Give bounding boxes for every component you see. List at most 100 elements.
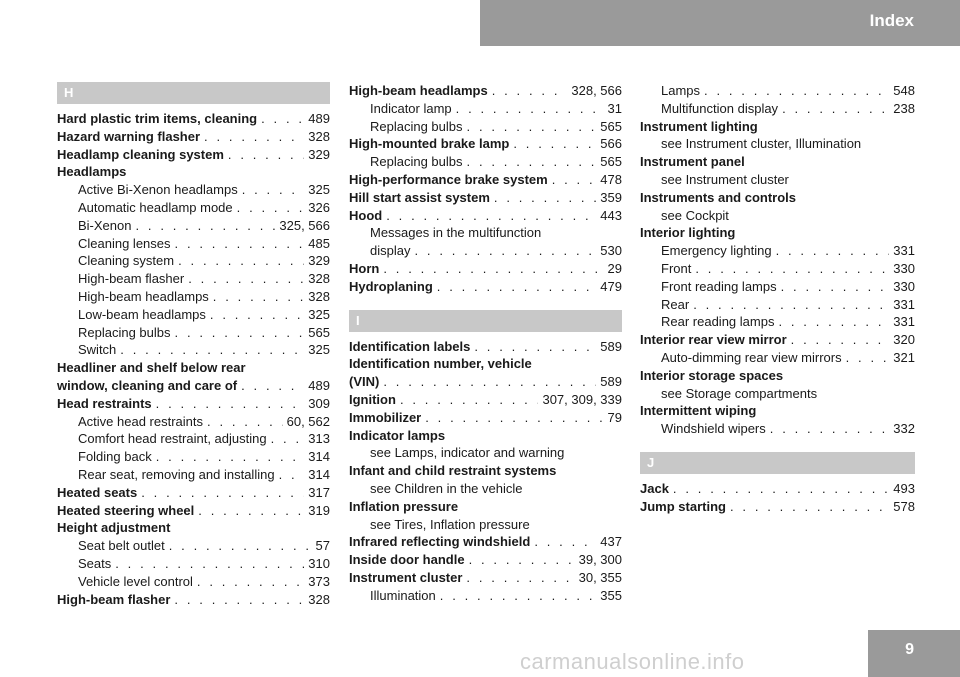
entry-term: Bi-Xenon (78, 217, 132, 233)
index-subentry: Emergency lighting 331 (640, 242, 915, 260)
index-entry: Heated seats 317 (57, 484, 330, 502)
leader-dots (241, 377, 304, 395)
entry-pages: 530 (600, 243, 622, 259)
entry-term: window, cleaning and care of (57, 377, 238, 393)
entry-pages: 314 (308, 449, 330, 465)
entry-term: Ignition (349, 391, 396, 407)
entry-term: Instrument cluster (349, 569, 463, 585)
index-subentry: Active head restraints 60, 562 (57, 413, 330, 431)
entry-pages: 31 (607, 100, 622, 116)
leader-dots (474, 338, 596, 356)
leader-dots (673, 480, 889, 498)
index-subentry: see Storage compartments (640, 385, 915, 403)
entry-term: Indicator lamps (349, 427, 446, 443)
entry-term: Jack (640, 480, 669, 496)
entry-pages: 478 (600, 171, 622, 187)
index-subentry: Vehicle level control 373 (57, 573, 330, 591)
entry-pages: 309 (308, 395, 330, 411)
entry-term: Interior rear view mirror (640, 332, 787, 348)
entry-term: Emergency lighting (661, 243, 772, 259)
entry-pages: 331 (893, 296, 915, 312)
section-header: H (57, 82, 330, 104)
entry-term: Rear (661, 296, 690, 312)
page-number: 9 (905, 641, 914, 658)
index-subentry: see Tires, Inflation pressure (349, 516, 622, 534)
leader-dots (175, 324, 305, 342)
index-subentry: Replacing bulbs 565 (349, 153, 622, 171)
entry-term: Seat belt outlet (78, 538, 165, 554)
entry-term: Infrared reflecting windshield (349, 534, 531, 550)
index-entry: Hill start assist system 359 (349, 189, 622, 207)
index-entry: Headlamps (57, 163, 330, 181)
leader-dots (237, 199, 305, 217)
entry-pages: 443 (600, 207, 622, 223)
entry-term: Instruments and controls (640, 189, 797, 205)
entry-pages: 359 (600, 189, 622, 205)
index-entry: Jack 493 (640, 480, 915, 498)
index-subentry: see Children in the vehicle (349, 480, 622, 498)
entry-term: see Instrument cluster (661, 171, 789, 187)
entry-pages: 328 (308, 271, 330, 287)
index-subentry: Comfort head restraint, adjusting 313 (57, 430, 330, 448)
entry-term: Inflation pressure (349, 498, 459, 514)
entry-term: Headliner and shelf below rear (57, 360, 246, 376)
entry-pages: 489 (308, 377, 330, 393)
leader-dots (513, 135, 596, 153)
page-title: Index (869, 11, 914, 30)
entry-pages: 578 (893, 498, 915, 514)
entry-term: Rear reading lamps (661, 314, 775, 330)
leader-dots (207, 413, 283, 431)
index-entry: Instrument lighting (640, 118, 915, 136)
index-entry: Intermittent wiping (640, 402, 915, 420)
leader-dots (213, 288, 305, 306)
index-subentry: Multifunction display 238 (640, 100, 915, 118)
entry-pages: 325, 566 (279, 217, 330, 233)
leader-dots (456, 100, 604, 118)
entry-pages: 329 (308, 146, 330, 162)
entry-term: Folding back (78, 449, 152, 465)
index-subentry: Low-beam headlamps 325 (57, 306, 330, 324)
leader-dots (770, 420, 890, 438)
leader-dots (383, 260, 603, 278)
leader-dots (156, 448, 305, 466)
entry-pages: 328 (308, 288, 330, 304)
index-entry: Instrument cluster 30, 355 (349, 569, 622, 587)
index-subentry: Messages in the multifunction (349, 224, 622, 242)
index-subentry: display 530 (349, 242, 622, 260)
entry-pages: 331 (893, 243, 915, 259)
entry-term: Interior lighting (640, 225, 736, 241)
entry-term: Jump starting (640, 498, 726, 514)
index-entry: Inside door handle 39, 300 (349, 551, 622, 569)
leader-dots (279, 466, 305, 484)
index-entry: Instruments and controls (640, 189, 915, 207)
leader-dots (437, 278, 597, 296)
leader-dots (494, 189, 596, 207)
entry-pages: 326 (308, 199, 330, 215)
leader-dots (198, 502, 304, 520)
entry-pages: 329 (308, 253, 330, 269)
entry-pages: 330 (893, 278, 915, 294)
entry-term: Cleaning lenses (78, 235, 171, 251)
entry-term: Identification labels (349, 338, 471, 354)
section-spacer (640, 438, 915, 452)
index-entry: High-mounted brake lamp 566 (349, 135, 622, 153)
entry-term: Active head restraints (78, 413, 204, 429)
entry-term: Heated steering wheel (57, 502, 195, 518)
index-subentry: Switch 325 (57, 341, 330, 359)
entry-pages: 325 (308, 342, 330, 358)
entry-pages: 548 (893, 83, 915, 98)
index-column-1: H Hard plastic trim items, cleaning 489 Haz… (57, 82, 330, 608)
index-entry: Headliner and shelf below rear (57, 359, 330, 377)
leader-dots (115, 555, 304, 573)
section-spacer (349, 296, 622, 310)
index-subentry: Rear seat, removing and installing 314 (57, 466, 330, 484)
entry-pages: 319 (308, 502, 330, 518)
index-subentry: Front reading lamps 330 (640, 278, 915, 296)
entry-pages: 328 (308, 128, 330, 144)
entry-term: High-mounted brake lamp (349, 136, 510, 152)
entry-term: Automatic headlamp mode (78, 199, 233, 215)
index-entry: Identification number, vehicle (349, 355, 622, 373)
entry-term: Windshield wipers (661, 421, 766, 437)
entry-pages: 328 (308, 591, 330, 607)
entry-term: High-beam headlamps (349, 83, 488, 98)
